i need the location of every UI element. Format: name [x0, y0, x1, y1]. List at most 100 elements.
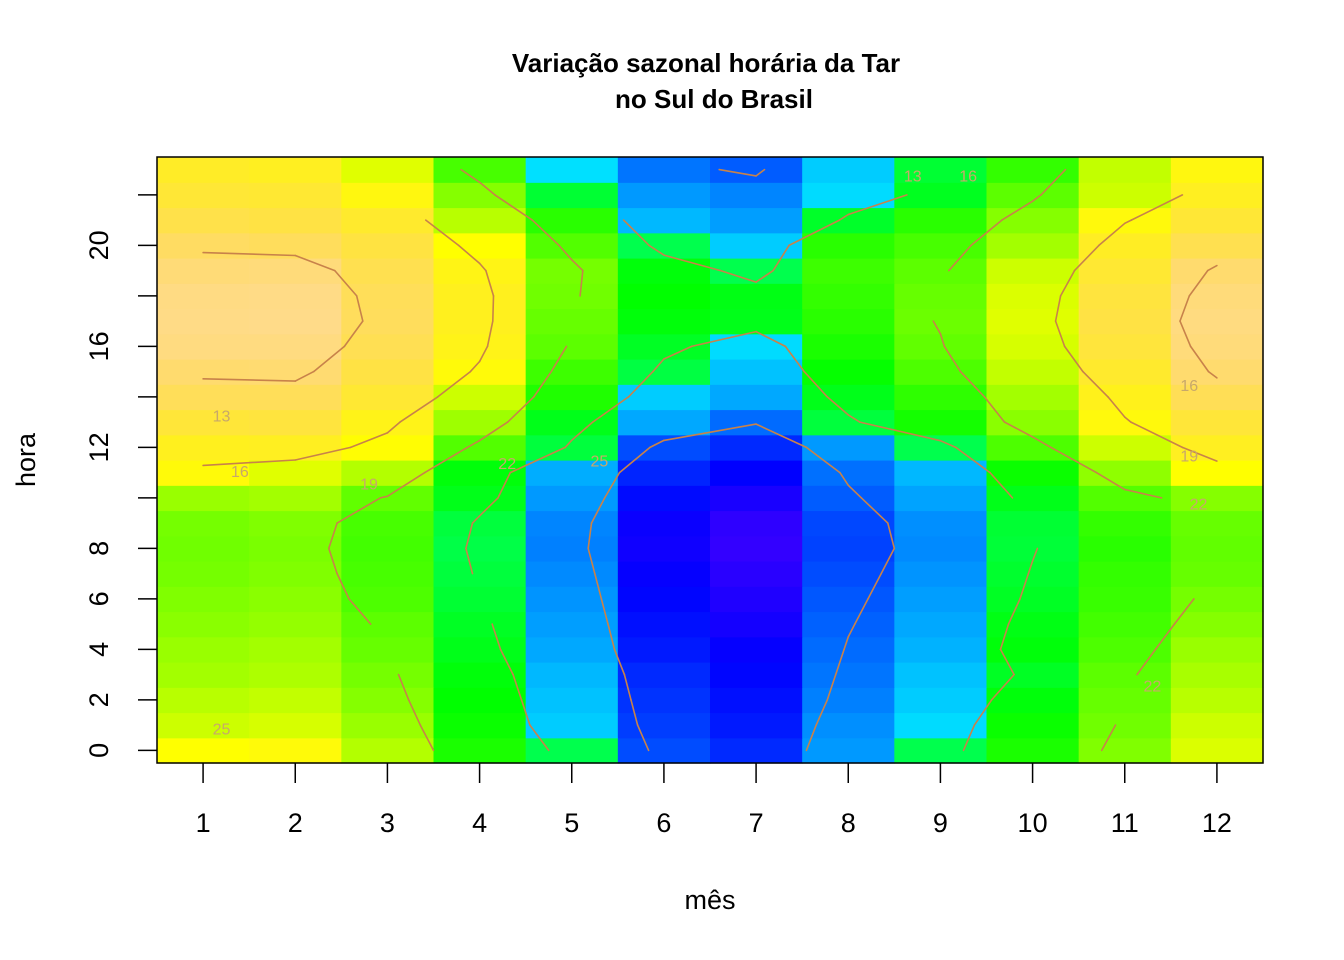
heatmap-cell [802, 283, 895, 310]
contour-label: 13 [904, 168, 922, 185]
heatmap-cell [1170, 207, 1264, 234]
contour-line-segment [1054, 295, 1062, 322]
heatmap-cell [802, 586, 895, 613]
heatmap-cell [1170, 535, 1264, 562]
heatmap-cell [433, 535, 527, 562]
contour-line-segment [386, 471, 426, 498]
heatmap-cell [341, 283, 435, 310]
contour-line-segment [1031, 436, 1052, 449]
heatmap-cell [249, 258, 342, 284]
heatmap-cell [1170, 434, 1264, 461]
heatmap-cell [525, 232, 619, 259]
heatmap-cell [802, 157, 895, 183]
contour-line-segment [587, 522, 593, 550]
contour-line-segment [478, 262, 487, 272]
contour-line-segment [954, 446, 991, 474]
heatmap-cell [157, 409, 250, 436]
x-tick-label: 9 [933, 808, 948, 838]
heatmap-cell [157, 586, 250, 613]
contour-line-segment [784, 345, 806, 373]
contour-line-segment [506, 396, 535, 423]
heatmap-cell [617, 712, 711, 739]
heatmap-cell [802, 510, 895, 537]
heatmap-cell [249, 308, 342, 335]
contour-labels: 13 16 19 22 25 13 16 19 22 25 22 16 [213, 168, 1208, 738]
contour-line-segment [622, 219, 650, 247]
contour-line-segment [1107, 396, 1126, 418]
heatmap-cell [433, 712, 527, 739]
heatmap-cell [802, 687, 895, 714]
heatmap-cell [249, 485, 342, 512]
heatmap-cell [894, 586, 988, 613]
heatmap-cell [1170, 333, 1264, 360]
contour-line-segment [499, 648, 514, 676]
contour-line-segment [478, 345, 489, 363]
contour-line-segment [1095, 471, 1126, 491]
heatmap-cell [249, 535, 342, 562]
heatmap-cell [525, 333, 619, 360]
contour-line-segment [1130, 421, 1184, 449]
contour-line-segment [424, 219, 460, 247]
x-tick-label: 5 [564, 808, 579, 838]
contour-line-segment [805, 724, 818, 752]
heatmap-cell [157, 687, 250, 714]
contour-line-segment [999, 648, 1015, 676]
heatmap-cell [894, 232, 988, 259]
heatmap-cell [157, 182, 250, 209]
heatmap-cell [1078, 333, 1172, 360]
contour-line-segment [1098, 222, 1126, 247]
heatmap-cell [710, 636, 803, 663]
heatmap-cell [710, 207, 803, 234]
contour-line-segment [839, 471, 850, 487]
heatmap-cell [986, 359, 1080, 385]
heatmap-cell [1078, 384, 1172, 411]
heatmap-cell [341, 485, 435, 512]
heatmap-cell [341, 434, 435, 461]
contour-line-segment [755, 168, 766, 177]
y-axis-title: hora [11, 432, 41, 487]
heatmap-cell [1170, 712, 1264, 739]
contour-line-segment [355, 295, 364, 322]
heatmap-cell [433, 333, 527, 360]
heatmap-cell [986, 258, 1080, 284]
contour-line-segment [520, 699, 531, 726]
contour-line-segment [1136, 648, 1157, 676]
contour-line-segment [294, 446, 352, 461]
contour-line-segment [423, 446, 469, 474]
contour-line-segment [397, 673, 410, 701]
heatmap-cell [249, 157, 342, 183]
heatmap-cell [157, 636, 250, 663]
contour-line-segment [970, 219, 1003, 247]
y-tick-label: 4 [84, 642, 114, 657]
contour-line-segment [550, 345, 568, 373]
heatmap-cell [525, 283, 619, 310]
heatmap-cell [710, 586, 803, 613]
contour-line-segment [466, 439, 481, 449]
heatmap-cell [986, 586, 1080, 613]
heatmap-cell [986, 409, 1080, 436]
heatmap-cell [525, 207, 619, 234]
heatmap-cell [249, 460, 342, 486]
heatmap-cell [249, 409, 342, 436]
contour-line-segment [1073, 244, 1100, 272]
heatmap-cell [525, 258, 619, 284]
heatmap-cell [1078, 409, 1172, 436]
contour-line-segment [847, 623, 856, 638]
heatmap-cell [617, 157, 711, 183]
contour-line-segment [1059, 269, 1076, 297]
contour-line-segment [202, 377, 297, 382]
contour-line-segment [491, 295, 495, 322]
contour-line-segment [1040, 168, 1067, 196]
contour-line-segment [485, 269, 495, 297]
heatmap-cell [433, 485, 527, 512]
heatmap-cell [157, 359, 250, 385]
heatmap-cell [1078, 258, 1172, 284]
plot-frame [156, 156, 1264, 764]
heatmap-cell [710, 232, 803, 259]
heatmap-cell [525, 535, 619, 562]
contour-line-segment [805, 446, 841, 474]
x-tick-label: 10 [1018, 808, 1048, 838]
heatmap-cell [617, 586, 711, 613]
contour-line-segment [465, 522, 474, 550]
contour-line-segment [788, 219, 841, 247]
